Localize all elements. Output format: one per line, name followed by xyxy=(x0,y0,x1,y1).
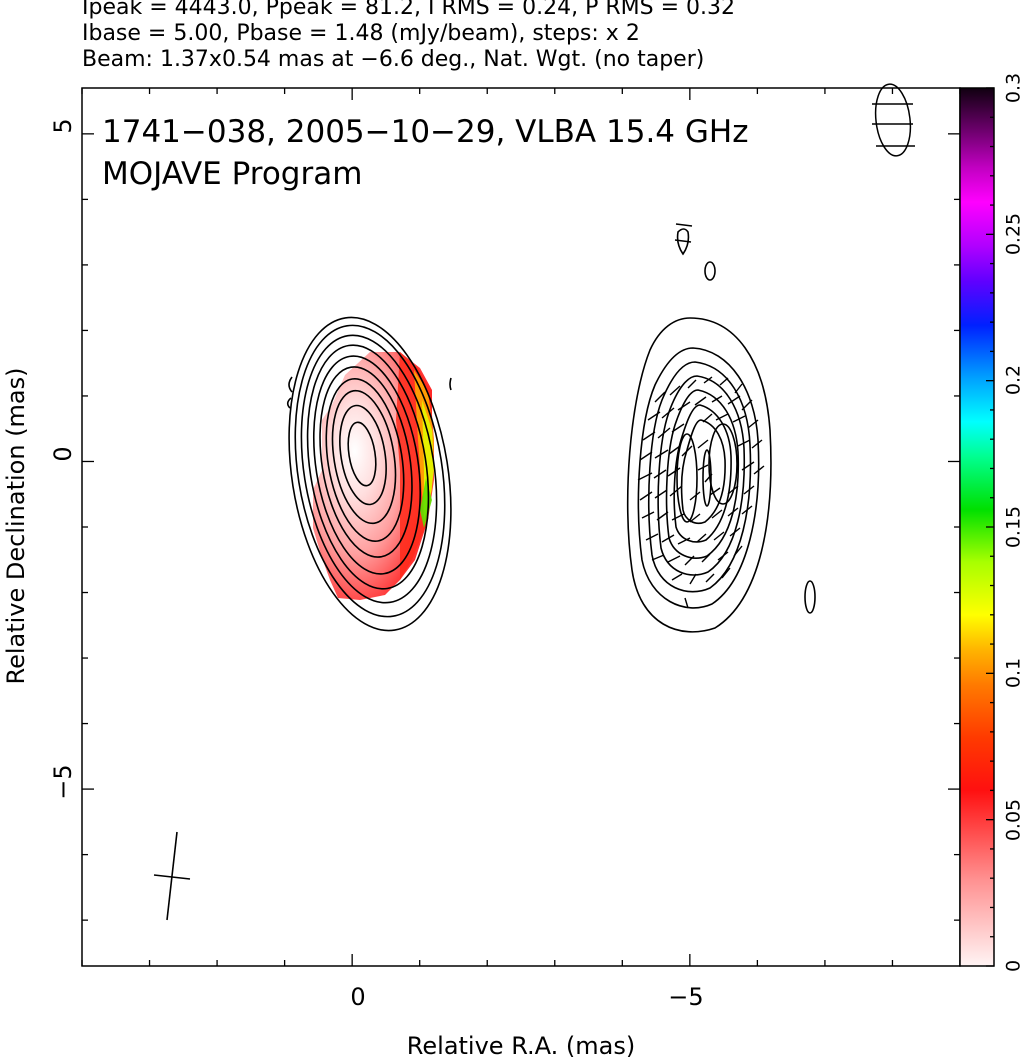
plot-frame xyxy=(81,87,961,967)
colorbar-ticks xyxy=(986,87,994,967)
scale-cross xyxy=(153,831,191,921)
object-title: 1741−038, 2005−10−29, VLBA 15.4 GHz xyxy=(102,114,748,150)
program-title: MOJAVE Program xyxy=(102,156,362,192)
core-intensity-contours xyxy=(286,316,452,632)
y-axis-ticks xyxy=(82,133,960,921)
x-axis-label: Relative R.A. (mas) xyxy=(407,1032,635,1060)
colorbar-label-025: 0.25 xyxy=(1003,213,1022,255)
x-axis-ticks xyxy=(81,88,961,966)
beam-ellipse xyxy=(872,83,915,157)
y-tick-label-5: 5 xyxy=(49,118,77,133)
stats-line-base: Ibase = 5.00, Pbase = 1.48 (mJy/beam), s… xyxy=(82,21,640,46)
stats-line-peaks: Ipeak = 4443.0, Ppeak = 81.2, I RMS = 0.… xyxy=(82,0,735,20)
stats-line-beam: Beam: 1.37x0.54 mas at −6.6 deg., Nat. W… xyxy=(82,47,705,72)
y-tick-label-0: 0 xyxy=(49,446,77,461)
colorbar-label-02: 0.2 xyxy=(1003,365,1022,395)
x-tick-label-0: 0 xyxy=(350,983,365,1011)
polarization-vectors xyxy=(637,376,765,609)
colorbar-label-015: 0.15 xyxy=(1003,506,1022,548)
x-tick-label-neg5: −5 xyxy=(668,983,703,1011)
y-tick-label-neg5: −5 xyxy=(49,764,77,799)
y-axis-label: Relative Declination (mas) xyxy=(2,367,30,684)
colorbar-label-03: 0.3 xyxy=(1003,73,1022,103)
colorbar-label-01: 0.1 xyxy=(1003,658,1022,688)
jet-intensity-contours xyxy=(626,223,816,633)
colorbar-label-005: 0.05 xyxy=(1003,799,1022,841)
colorbar-label-0: 0 xyxy=(1003,960,1022,972)
